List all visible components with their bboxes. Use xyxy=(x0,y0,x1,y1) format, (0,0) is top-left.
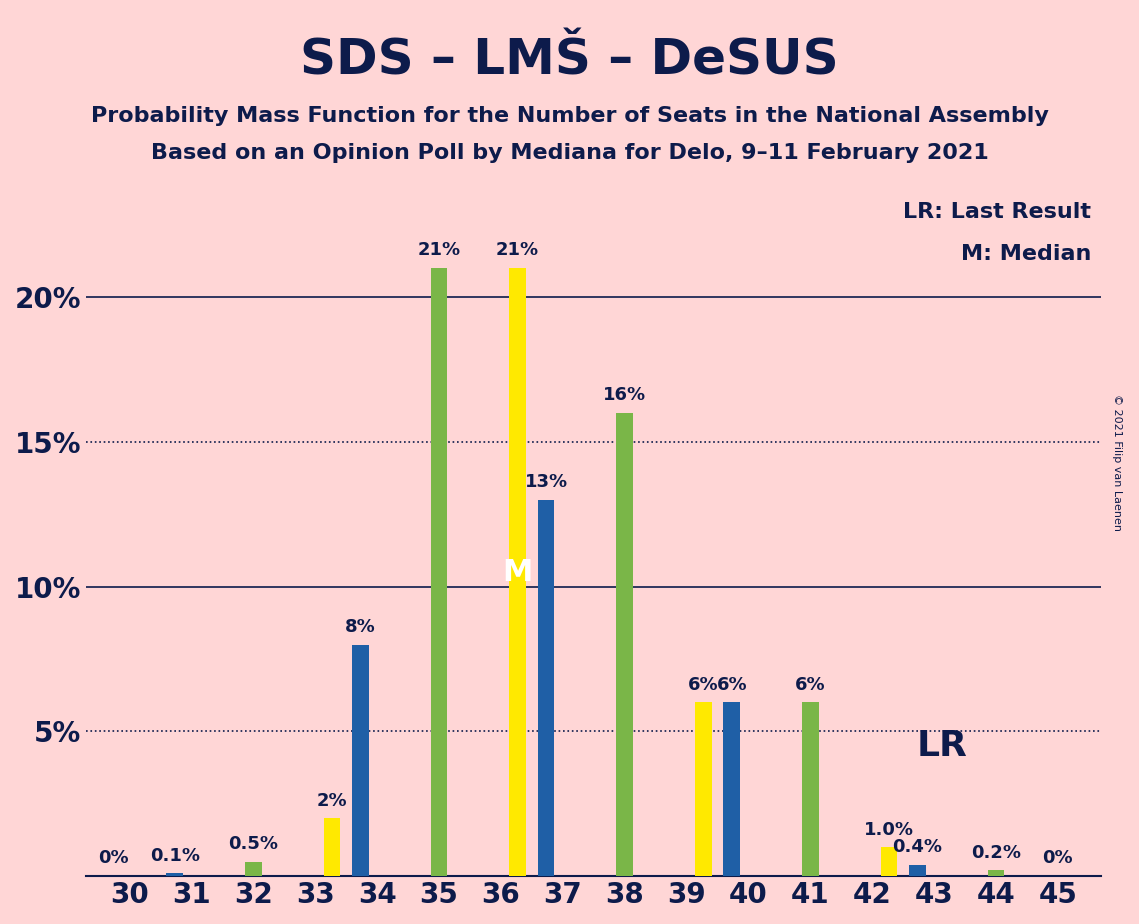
Text: 8%: 8% xyxy=(345,618,376,636)
Text: LR: LR xyxy=(916,729,967,763)
Text: 6%: 6% xyxy=(688,675,719,694)
Text: 21%: 21% xyxy=(418,241,460,260)
Text: 21%: 21% xyxy=(497,241,539,260)
Text: 0.2%: 0.2% xyxy=(972,844,1021,862)
Text: Based on an Opinion Poll by Mediana for Delo, 9–11 February 2021: Based on an Opinion Poll by Mediana for … xyxy=(150,143,989,164)
Bar xyxy=(166,873,183,876)
Text: M: Median: M: Median xyxy=(960,244,1091,264)
Text: 6%: 6% xyxy=(716,675,747,694)
Bar xyxy=(509,268,526,876)
Bar xyxy=(880,847,898,876)
Bar xyxy=(538,500,555,876)
Bar xyxy=(323,819,341,876)
Text: LR: Last Result: LR: Last Result xyxy=(903,202,1091,222)
Bar xyxy=(352,645,369,876)
Text: 2%: 2% xyxy=(317,792,347,809)
Text: 0.5%: 0.5% xyxy=(229,835,278,853)
Text: M: M xyxy=(502,558,533,587)
Bar xyxy=(988,870,1005,876)
Bar xyxy=(245,862,262,876)
Text: © 2021 Filip van Laenen: © 2021 Filip van Laenen xyxy=(1112,394,1122,530)
Text: 1.0%: 1.0% xyxy=(865,821,913,838)
Bar xyxy=(695,702,712,876)
Text: 0.1%: 0.1% xyxy=(150,846,199,865)
Text: 0%: 0% xyxy=(1042,849,1073,868)
Bar xyxy=(909,865,926,876)
Bar xyxy=(802,702,819,876)
Bar xyxy=(723,702,740,876)
Text: SDS – LMŠ – DeSUS: SDS – LMŠ – DeSUS xyxy=(301,37,838,85)
Text: Probability Mass Function for the Number of Seats in the National Assembly: Probability Mass Function for the Number… xyxy=(91,106,1048,127)
Text: 0%: 0% xyxy=(98,849,129,868)
Text: 16%: 16% xyxy=(604,386,646,404)
Text: 0.4%: 0.4% xyxy=(893,838,942,856)
Bar xyxy=(616,413,633,876)
Text: 6%: 6% xyxy=(795,675,826,694)
Bar xyxy=(431,268,448,876)
Text: 13%: 13% xyxy=(525,473,567,491)
